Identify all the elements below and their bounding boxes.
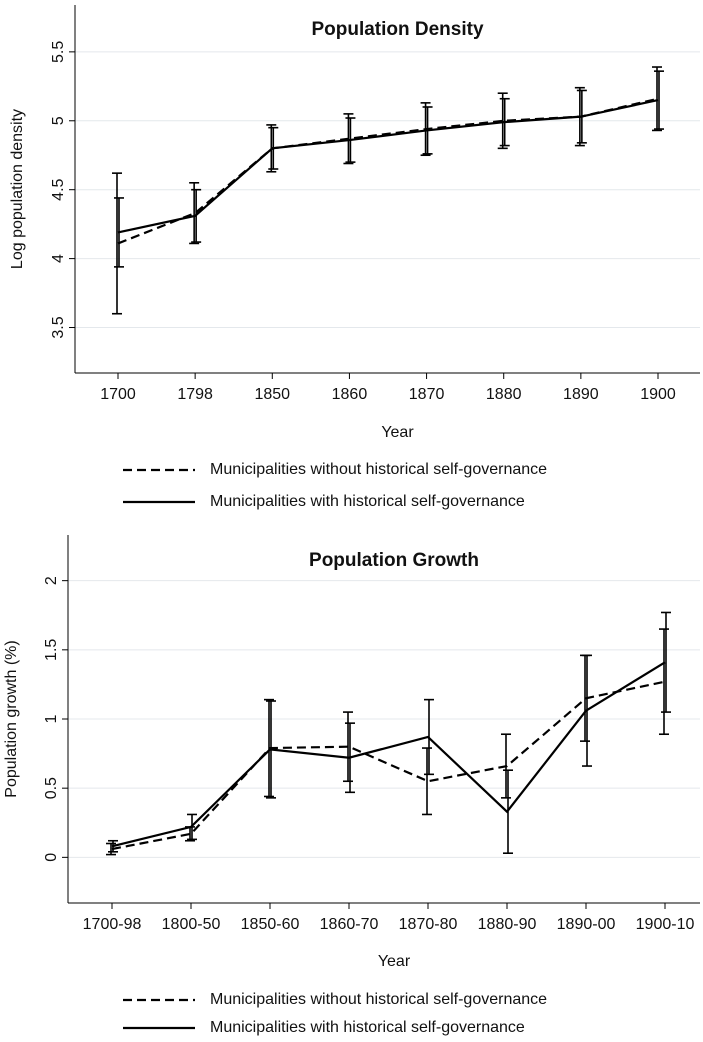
x-tick-label: 1798 <box>177 386 213 403</box>
error-bar <box>106 842 116 856</box>
y-tick-label: 3.5 <box>50 316 67 338</box>
series-line <box>111 661 666 848</box>
chart-title: Population Growth <box>309 550 479 571</box>
error-bar <box>659 628 669 736</box>
y-tick-label: 1 <box>43 714 60 723</box>
legend-label: Municipalities without historical self-g… <box>210 991 547 1008</box>
chart: 0 0.5 1 1.5 2 1700-98 1800-50 1850-60 1860-70 187… <box>3 535 700 1036</box>
x-tick-label: 1890-00 <box>557 916 616 933</box>
x-tick-label: 1890 <box>563 386 599 403</box>
error-bar <box>112 172 122 315</box>
y-axis-label: Population growth (%) <box>3 640 20 797</box>
y-tick-label: 0 <box>43 853 60 862</box>
x-axis-label: Year <box>381 424 414 441</box>
x-tick-label: 1900 <box>640 386 676 403</box>
x-axis-label: Year <box>378 953 411 970</box>
x-tick-label: 1850 <box>254 386 290 403</box>
x-tick-label: 1870-80 <box>399 916 458 933</box>
x-tick-label: 1880 <box>486 386 522 403</box>
y-tick-label: 1.5 <box>43 639 60 661</box>
y-axis-label: Log population density <box>9 109 26 269</box>
x-tick-label: 1860 <box>332 386 368 403</box>
y-tick-label: 2 <box>43 576 60 585</box>
y-tick-label: 0.5 <box>43 777 60 799</box>
x-tick-label: 1900-10 <box>636 916 695 933</box>
legend-label: Municipalities without historical self-g… <box>210 461 547 478</box>
chart-title: Population Density <box>311 19 484 40</box>
error-bar <box>661 611 671 713</box>
series-line <box>111 680 666 851</box>
error-bar <box>189 181 200 245</box>
error-bar <box>654 70 664 130</box>
x-tick-label: 1850-60 <box>241 916 300 933</box>
error-bar <box>652 66 662 132</box>
y-tick-label: 4 <box>50 254 67 263</box>
error-bar <box>422 747 432 816</box>
chart: 3.5 4 4.5 5 5.5 1700 1798 1850 1860 1870 1880 1890 1… <box>9 5 700 510</box>
x-tick-label: 1700 <box>100 386 136 403</box>
series-line <box>117 99 659 234</box>
y-tick-label: 5.5 <box>50 41 67 63</box>
error-bar <box>497 92 508 150</box>
y-tick-label: 4.5 <box>50 178 67 200</box>
x-tick-label: 1870 <box>409 386 445 403</box>
legend-label: Municipalities with historical self-gove… <box>210 493 525 510</box>
x-tick-label: 1700-98 <box>83 916 142 933</box>
x-tick-label: 1800-50 <box>162 916 221 933</box>
y-tick-label: 5 <box>50 116 67 125</box>
x-tick-label: 1860-70 <box>320 916 379 933</box>
x-tick-label: 1880-90 <box>478 916 537 933</box>
legend-label: Municipalities with historical self-gove… <box>210 1019 525 1036</box>
